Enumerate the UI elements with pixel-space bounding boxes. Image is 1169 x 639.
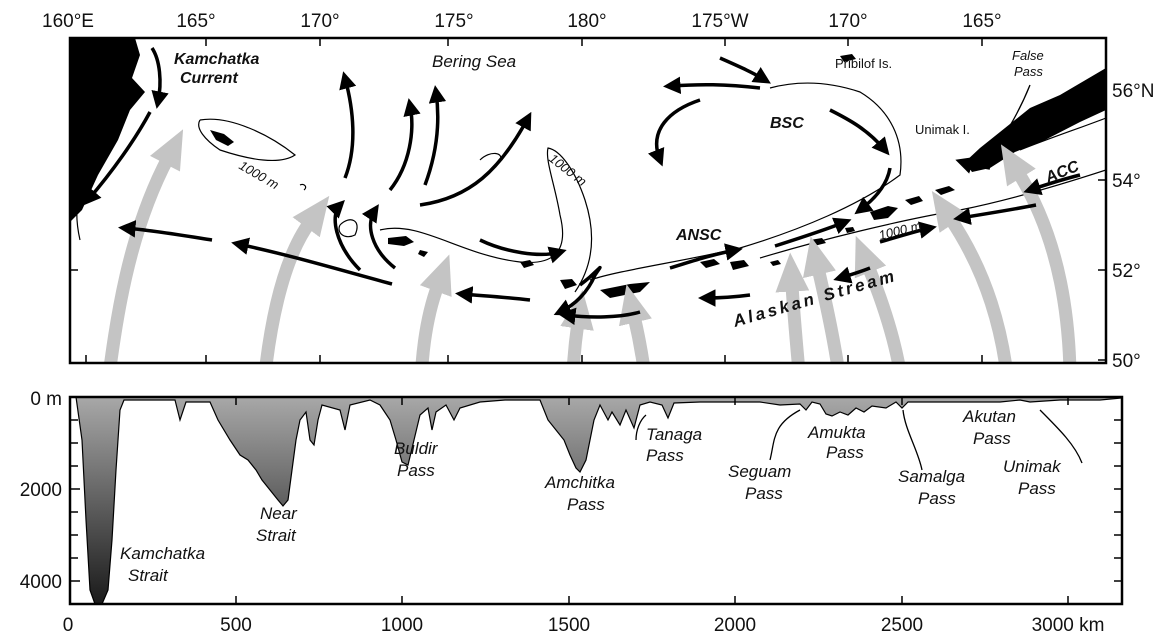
seguam-pass-label-2: Pass — [745, 484, 783, 503]
samalga-pass-label-2: Pass — [918, 489, 956, 508]
unimak-pass-label-2: Pass — [1018, 479, 1056, 498]
lon-label-180: 180° — [567, 11, 606, 32]
unimak-island-label: Unimak I. — [915, 122, 970, 137]
akutan-pass-label-2: Pass — [973, 429, 1011, 448]
amchitka-pass-label: Amchitka — [544, 473, 615, 492]
amchitka-pass-label-2: Pass — [567, 495, 605, 514]
depth-label-4000: 4000 — [20, 572, 62, 593]
seguam-pass-label: Seguam — [728, 462, 791, 481]
distance-label-2000: 2000 — [714, 615, 756, 636]
pass-flow-arrows — [104, 129, 1077, 363]
false-pass-label-2: Pass — [1014, 64, 1043, 79]
near-strait-label-2: Strait — [256, 526, 297, 545]
tanaga-pass-label-2: Pass — [646, 446, 684, 465]
profile-frame — [68, 395, 1124, 606]
isobath-label-west: 1000 m — [237, 158, 282, 193]
bathymetry-profile — [75, 396, 1123, 605]
kamchatka-landmass — [70, 38, 145, 222]
buldir-pass-label: Buldir — [394, 439, 439, 458]
distance-label-0: 0 — [63, 615, 74, 636]
profile-panel: 0 m 2000 4000 0 500 1000 1500 2000 2500 … — [20, 389, 1124, 636]
lat-label-52: 52° — [1112, 261, 1141, 282]
distance-label-3000: 3000 km — [1032, 615, 1105, 636]
near-strait-label: Near — [260, 504, 298, 523]
amukta-pass-label-2: Pass — [826, 443, 864, 462]
kamchatka-current-label-2: Current — [180, 70, 238, 87]
lon-label-175W: 175°W — [691, 11, 748, 32]
map-lat-ticks — [70, 89, 1106, 361]
kamchatka-current-label: Kamchatka — [174, 51, 259, 68]
depth-label-2000: 2000 — [20, 480, 62, 501]
bsc-label: BSC — [770, 115, 804, 132]
lon-label-175: 175° — [434, 11, 473, 32]
lon-label-160E: 160°E — [42, 11, 94, 32]
lon-label-170W: 170° — [828, 11, 867, 32]
map-frame — [68, 36, 1108, 365]
bering-sea-label: Bering Sea — [432, 52, 516, 71]
amukta-pass-label: Amukta — [807, 423, 866, 442]
profile-distance-ticks — [235, 397, 1069, 604]
lon-label-170: 170° — [300, 11, 339, 32]
unimak-pass-label: Unimak — [1003, 457, 1062, 476]
distance-label-1000: 1000 — [381, 615, 423, 636]
lat-label-50: 50° — [1112, 351, 1141, 372]
lon-label-165: 165° — [176, 11, 215, 32]
false-pass-label: False — [1012, 48, 1044, 63]
tanaga-pass-label: Tanaga — [646, 425, 702, 444]
lat-label-54: 54° — [1112, 171, 1141, 192]
distance-label-500: 500 — [220, 615, 252, 636]
buldir-pass-label-2: Pass — [397, 461, 435, 480]
lon-label-165W: 165° — [962, 11, 1001, 32]
kamchatka-strait-label-2: Strait — [128, 566, 169, 585]
pass-pointers — [635, 409, 1083, 471]
akutan-pass-label: Akutan — [962, 407, 1016, 426]
kamchatka-strait-label: Kamchatka — [120, 544, 205, 563]
acc-label: ACC — [1042, 158, 1082, 187]
depth-label-0: 0 m — [30, 389, 62, 410]
current-arrows — [83, 47, 1081, 325]
profile-depth-ticks — [70, 419, 1122, 582]
pribilof-label: Pribilof Is. — [835, 56, 892, 71]
map-panel: 160°E 165° 170° 175° 180° 175°W 170° 165… — [42, 11, 1154, 372]
distance-label-2500: 2500 — [881, 615, 923, 636]
ansc-label: ANSC — [675, 227, 722, 244]
false-pass-pointer — [997, 84, 1031, 146]
lat-label-56N: 56°N — [1112, 81, 1154, 102]
map-lon-ticks — [85, 38, 983, 363]
distance-label-1500: 1500 — [548, 615, 590, 636]
samalga-pass-label: Samalga — [898, 467, 965, 486]
alaska-peninsula-landmass — [965, 68, 1106, 172]
